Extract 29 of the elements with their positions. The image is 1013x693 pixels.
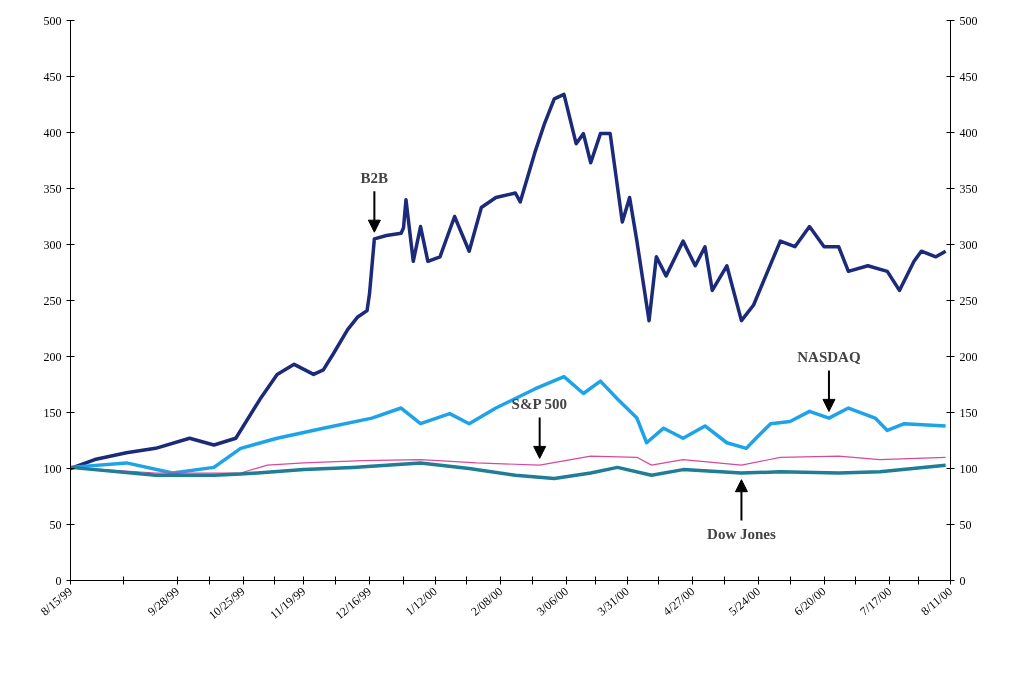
y2-tick-label: 200 — [959, 349, 978, 364]
y2-tick-label: 0 — [959, 573, 966, 588]
y2-tick-label: 150 — [959, 405, 978, 420]
y-tick-label: 250 — [43, 293, 62, 308]
y2-tick-label: 350 — [959, 181, 978, 196]
line-series — [70, 374, 948, 475]
y-tick-label: 200 — [43, 349, 62, 364]
y-tick-label: 150 — [43, 405, 62, 420]
line-series — [70, 461, 948, 481]
annotation: Dow Jones — [707, 526, 776, 543]
annotation: S&P 500 — [511, 395, 567, 412]
y-tick-label: 350 — [43, 181, 62, 196]
y-tick-label: 300 — [43, 237, 62, 252]
y-tick-label: 0 — [55, 573, 62, 588]
annotation: NASDAQ — [797, 348, 861, 365]
y2-tick-label: 300 — [959, 237, 978, 252]
y2-tick-label: 400 — [959, 125, 978, 140]
annotation: B2B — [360, 169, 389, 186]
y2-tick-label: 100 — [959, 461, 978, 476]
line-series — [70, 92, 948, 471]
y-tick-label: 400 — [43, 125, 62, 140]
y-tick-label: 50 — [49, 517, 62, 532]
y2-tick-label: 500 — [959, 13, 978, 28]
y2-tick-label: 250 — [959, 293, 978, 308]
y2-tick-label: 450 — [959, 69, 978, 84]
y2-tick-label: 50 — [959, 517, 972, 532]
y-tick-label: 450 — [43, 69, 62, 84]
y-tick-label: 500 — [43, 13, 62, 28]
y-tick-label: 100 — [43, 461, 62, 476]
